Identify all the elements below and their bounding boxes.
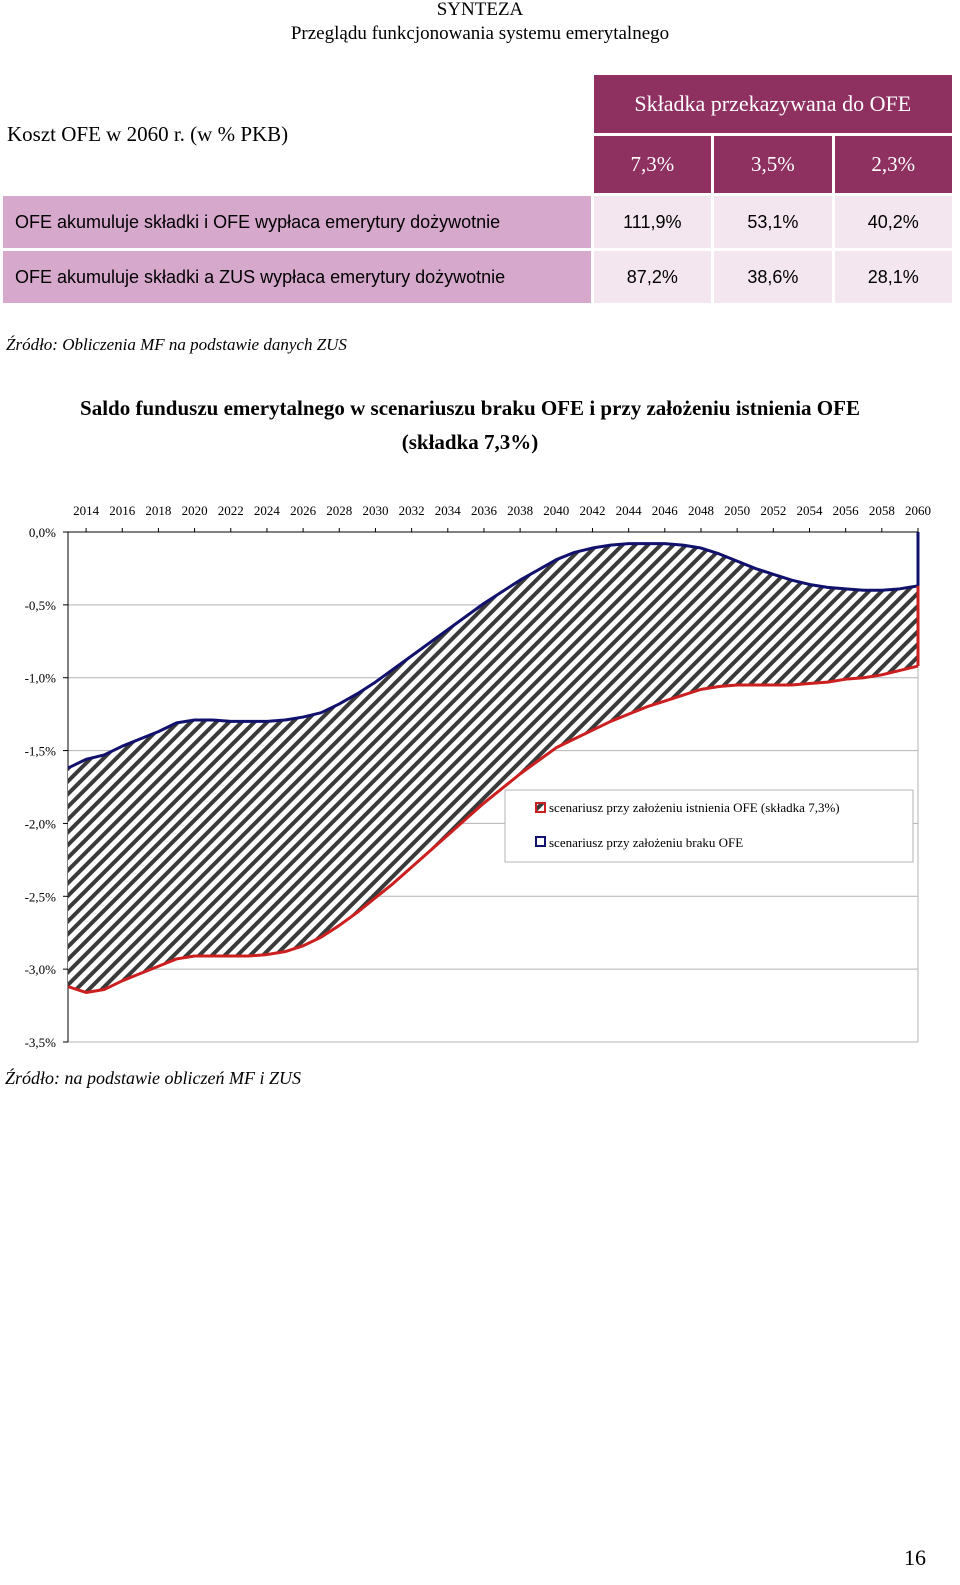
x-tick-label: 2054 — [796, 503, 823, 518]
y-tick-label: -2,0% — [25, 816, 57, 831]
table-row: OFE akumuluje składki a ZUS wypłaca emer… — [3, 251, 952, 303]
x-tick-label: 2038 — [507, 503, 533, 518]
x-tick-label: 2030 — [362, 503, 388, 518]
x-tick-label: 2020 — [182, 503, 208, 518]
contribution-header: Składka przekazywana do OFE — [593, 75, 952, 133]
y-tick-label: -1,5% — [25, 744, 57, 759]
legend-label-ofe: scenariusz przy założeniu istnienia OFE … — [549, 800, 840, 815]
y-axis-ticks: 0,0% -0,5% -1,0% -1,5% -2,0% -2,5% -3,0% -3,5% — [25, 525, 57, 1050]
x-tick-label: 2032 — [399, 503, 425, 518]
x-tick-label: 2026 — [290, 503, 317, 518]
x-tick-label: 2052 — [760, 503, 786, 518]
table-source-note: Źródło: Obliczenia MF na podstawie danyc… — [6, 335, 347, 354]
row-label: OFE akumuluje składki i OFE wypłaca emer… — [3, 196, 591, 248]
y-tick-label: -2,5% — [25, 889, 57, 904]
rate-header-3: 2,3% — [834, 135, 952, 193]
legend-label-no-ofe: scenariusz przy założeniu braku OFE — [549, 835, 743, 850]
x-tick-label: 2058 — [869, 503, 895, 518]
x-tick-label: 2022 — [218, 503, 244, 518]
chart-title-line2: (składka 7,3%) — [401, 430, 539, 454]
legend-swatch-no-ofe — [535, 836, 546, 847]
pension-fund-balance-chart: 0,0%-0,5%-1,0%-1,5%-2,0%-2,5%-3,0%-3,5% … — [25, 503, 931, 1050]
x-tick-label: 2040 — [543, 503, 569, 518]
row-value: 40,2% — [834, 196, 952, 248]
chart-line-layer — [67, 532, 920, 994]
row-value: 111,9% — [593, 196, 712, 248]
series-line-ofe — [67, 664, 919, 994]
difference-band — [68, 543, 918, 993]
chart-source-note: Źródło: na podstawie obliczeń MF i ZUS — [5, 1068, 301, 1088]
chart-area-layer — [68, 543, 918, 993]
y-tick-label: -1,0% — [25, 671, 57, 686]
rate-header-2: 3,5% — [714, 135, 832, 193]
header-title: SYNTEZA — [436, 0, 524, 20]
page-number: 16 — [904, 1545, 926, 1570]
y-tick-label: -3,5% — [25, 1035, 57, 1050]
x-tick-label: 2042 — [579, 503, 605, 518]
x-tick-label: 2034 — [435, 503, 462, 518]
x-tick-label: 2024 — [254, 503, 281, 518]
chart-title-line1: Saldo funduszu emerytalnego w scenariusz… — [80, 396, 860, 420]
chart-title: Saldo funduszu emerytalnego w scenariusz… — [0, 391, 940, 459]
rate-header-1: 7,3% — [593, 135, 712, 193]
x-tick-label: 2016 — [109, 503, 136, 518]
row-value: 53,1% — [714, 196, 832, 248]
legend-box — [504, 789, 914, 863]
x-tick-label: 2060 — [905, 503, 931, 518]
x-tick-label: 2018 — [145, 503, 171, 518]
row-value: 38,6% — [714, 251, 832, 303]
x-tick-label: 2014 — [73, 503, 100, 518]
x-tick-label: 2050 — [724, 503, 750, 518]
row-value: 28,1% — [834, 251, 952, 303]
x-axis-ticks: 2014 2016 2018 2020 2022 2024 2026 2028 2030 2032… — [73, 503, 931, 532]
y-tick-label: -0,5% — [25, 598, 57, 613]
cost-table: Koszt OFE w 2060 r. (w % PKB) Składka pr… — [0, 72, 955, 306]
cost-table-title: Koszt OFE w 2060 r. (w % PKB) — [7, 121, 289, 146]
x-tick-label: 2056 — [833, 503, 860, 518]
y-tick-label: -3,0% — [25, 962, 57, 977]
x-tick-label: 2044 — [616, 503, 643, 518]
x-tick-label: 2046 — [652, 503, 679, 518]
y-tick-label: 0,0% — [29, 525, 56, 540]
row-value: 87,2% — [593, 251, 712, 303]
page-header: SYNTEZA Przeglądu funkcjonowania systemu… — [0, 0, 960, 46]
chart-legend: scenariusz przy założeniu istnienia OFE … — [504, 789, 914, 863]
x-tick-label: 2036 — [471, 503, 498, 518]
series-line-no-ofe — [67, 542, 919, 770]
table-row: OFE akumuluje składki i OFE wypłaca emer… — [3, 196, 952, 248]
x-tick-label: 2028 — [326, 503, 352, 518]
x-tick-label: 2048 — [688, 503, 714, 518]
header-subtitle: Przeglądu funkcjonowania systemu emeryta… — [290, 23, 670, 44]
legend-swatch-ofe — [535, 802, 546, 813]
row-label: OFE akumuluje składki a ZUS wypłaca emer… — [3, 251, 591, 303]
